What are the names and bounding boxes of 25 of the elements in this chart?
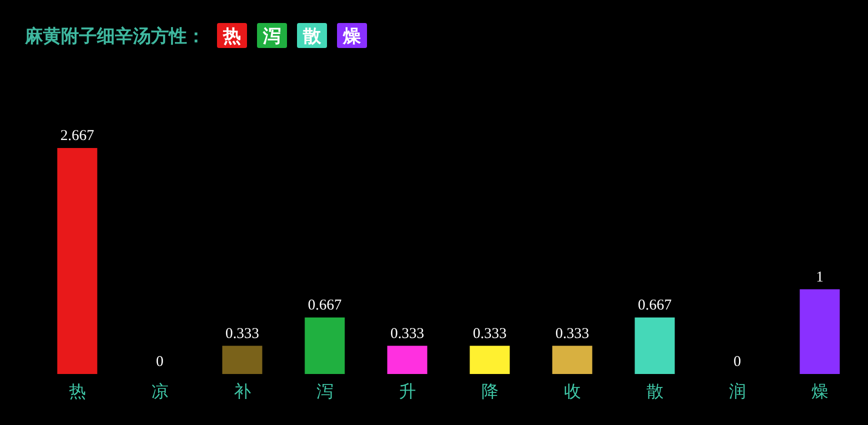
x-tick-label: 润	[728, 382, 746, 402]
badge: 散	[297, 23, 327, 48]
chart-title: 麻黄附子细辛汤方性：	[24, 26, 205, 47]
x-tick-label: 凉	[151, 382, 168, 402]
data-label: 0.333	[555, 326, 590, 342]
x-tick-label: 收	[564, 382, 581, 402]
data-label: 2.667	[60, 128, 95, 144]
data-label: 0.333	[472, 326, 507, 342]
x-tick-label: 散	[646, 382, 664, 402]
x-tick-label: 升	[398, 382, 416, 402]
data-label: 0.667	[638, 297, 672, 314]
x-tick-label: 燥	[811, 382, 828, 402]
x-tick-label: 热	[68, 382, 86, 402]
badge: 泻	[257, 23, 287, 48]
data-label: 0.333	[225, 326, 260, 342]
badge: 热	[217, 23, 247, 48]
x-tick-label: 泻	[316, 382, 334, 402]
data-label: 1	[816, 269, 824, 286]
data-label: 0.333	[390, 326, 424, 342]
x-tick-label: 补	[234, 382, 251, 402]
x-tick-label: 降	[481, 382, 498, 402]
data-label: 0.667	[308, 297, 342, 314]
data-label: 0	[156, 354, 164, 370]
data-label: 0	[734, 354, 741, 370]
badge: 燥	[337, 23, 367, 48]
